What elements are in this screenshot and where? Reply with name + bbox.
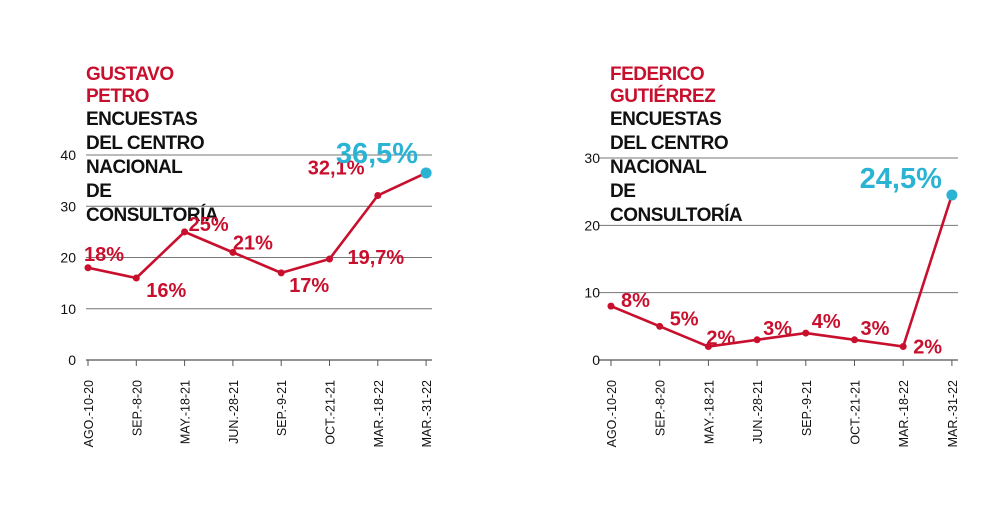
data-label: 5%: [670, 308, 699, 330]
x-tick-label: SEP.-9-21: [800, 380, 814, 436]
data-label: 2%: [913, 337, 942, 359]
data-label: 3%: [763, 318, 792, 340]
data-point: [277, 269, 285, 277]
chart-title-line2: DE CONSULTORÍA: [610, 181, 743, 226]
data-point: [84, 264, 92, 272]
x-tick-label: MAR.-31-22: [420, 380, 434, 447]
chart-title-line2: DE CONSULTORÍA: [86, 181, 219, 226]
x-tick-label: MAY.-18-21: [702, 380, 716, 444]
data-point: [374, 191, 382, 199]
data-point: [181, 228, 189, 236]
highlight-data-label: 24,5%: [860, 163, 942, 195]
data-point: [132, 274, 140, 282]
data-point: [704, 343, 712, 351]
x-tick-label: MAY.-18-21: [179, 380, 193, 444]
highlight-point: [946, 189, 958, 201]
data-label: 19,7%: [348, 247, 405, 269]
chart-title-line1: ENCUESTAS DEL CENTRO NACIONAL: [86, 109, 205, 178]
data-point: [802, 329, 810, 337]
data-label: 21%: [233, 232, 273, 254]
y-tick-label: 0: [68, 352, 76, 368]
chart-title-line1: ENCUESTAS DEL CENTRO NACIONAL: [610, 109, 729, 178]
data-point: [607, 302, 615, 310]
line-chart-petro: 0 10 20 30 40 AGO.-10-20 SEP.-8-20 MAY.-18-21 JU…: [60, 138, 434, 447]
series-line: [610, 194, 954, 348]
x-tick-label: AGO.-10-20: [605, 380, 619, 447]
data-point: [899, 343, 907, 351]
y-tick-label: 20: [60, 250, 76, 266]
x-tick-label: OCT.-21-21: [849, 380, 863, 445]
data-point: [326, 255, 333, 263]
highlight-point: [420, 167, 432, 179]
data-label: 18%: [84, 244, 124, 266]
x-tick-label: SEP.-9-21: [275, 380, 289, 436]
x-tick-label: MAR.-18-22: [372, 380, 386, 447]
data-point: [753, 336, 761, 344]
x-tick-label: MAR.-18-22: [897, 380, 911, 447]
data-label: 32,1%: [308, 157, 365, 179]
candidate-name: FEDERICO GUTIÉRREZ: [610, 64, 716, 107]
series-line: [87, 171, 427, 280]
y-tick-label: 10: [60, 301, 76, 317]
x-tick-label: SEP.-8-20: [130, 380, 144, 436]
data-point: [656, 322, 664, 330]
x-tick-label: JUN.-28-21: [227, 380, 241, 444]
x-tick-label: SEP.-8-20: [654, 380, 668, 436]
highlight-data-label: 36,5%: [336, 138, 418, 170]
y-tick-label: 30: [60, 198, 76, 214]
y-tick-label: 10: [584, 285, 600, 301]
y-tick-label: 40: [60, 147, 76, 163]
data-label: 17%: [289, 275, 329, 297]
x-tick-label: MAR.-31-22: [946, 380, 960, 447]
data-point: [229, 248, 237, 256]
chart-title-block: GUSTAVO PETRO ENCUESTAS DEL CENTRO NACIO…: [86, 64, 219, 228]
x-tick-label: JUN.-28-21: [751, 380, 765, 444]
y-tick-label: 30: [584, 150, 600, 166]
data-label: 25%: [189, 214, 229, 236]
y-tick-label: 20: [584, 217, 600, 233]
x-tick-label: OCT.-21-21: [324, 380, 338, 445]
data-label: 2%: [706, 328, 735, 350]
data-point: [851, 336, 858, 344]
data-label: 16%: [146, 280, 186, 302]
data-label: 3%: [861, 318, 890, 340]
y-tick-label: 0: [592, 352, 600, 368]
data-label: 8%: [621, 290, 650, 312]
data-label: 4%: [812, 311, 841, 333]
chart-title-block: FEDERICO GUTIÉRREZ ENCUESTAS DEL CENTRO …: [610, 64, 743, 228]
x-tick-label: AGO.-10-20: [82, 380, 96, 447]
candidate-name: GUSTAVO PETRO: [86, 64, 174, 107]
